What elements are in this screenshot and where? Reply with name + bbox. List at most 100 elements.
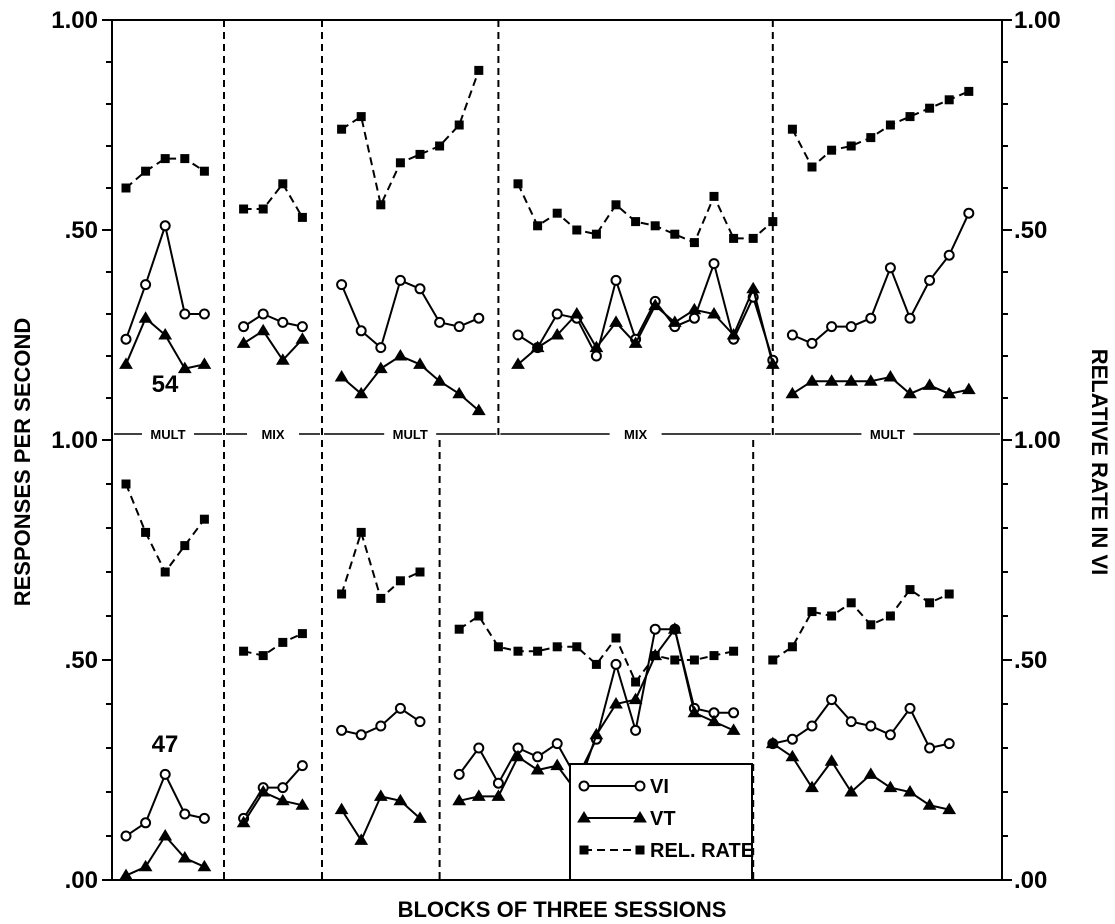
rel-rate-point [611,200,621,210]
rel-rate-point [787,124,797,134]
rel-rate-line [243,632,303,657]
rel-rate-point [376,200,386,210]
rel-rate-point [670,229,680,239]
vt-point [922,798,937,810]
rel-rate-point [689,655,699,665]
vt-point [236,336,251,348]
vi-point [845,321,857,333]
vi-point [786,329,798,341]
rel-rate-point [297,629,307,639]
legend: VI VT REL. RATE [569,763,754,881]
vi-point [336,724,348,736]
rel-rate-point [905,112,915,122]
vt-point [648,298,663,311]
rel-rate-line [125,483,206,574]
vt-point [609,697,623,709]
vt-point [413,357,427,369]
rel-rate-point [885,611,895,621]
rel-rate-point [258,651,268,661]
left-y-axis-label: RESPONSES PER SECOND [10,318,35,607]
vi-point [963,207,975,219]
vt-point [863,767,878,779]
vi-point [865,720,877,732]
vt-point [648,648,663,661]
axis-labels: BLOCKS OF THREE SESSIONS RESPONSES PER S… [10,318,1112,922]
vt-point [824,754,839,766]
rel-rate-point [846,141,856,151]
rel-rate-point [121,479,131,489]
vi-point [394,702,406,714]
rel-rate-point [611,633,621,643]
vt-point [805,374,819,386]
vi-line [125,222,205,340]
plot-border [111,19,1003,881]
vt-point [942,802,957,815]
vt-point [197,357,212,369]
vt-point [883,780,898,793]
vt-point [824,374,839,386]
vt-point [844,785,859,797]
rel-rate-point [709,651,719,661]
vt-point [354,386,369,399]
rel-rate-point [278,637,288,647]
phase-label: MIX [261,427,284,442]
vt-point [452,793,467,806]
vt-point [471,403,486,416]
vi-point [532,751,544,763]
rel-rate-point [579,845,589,855]
rel-rate-point [846,598,856,608]
vt-point [334,802,349,815]
panel-subject-54: .50 .50 1.00 1.00 MULT MIX MULT MIX MULT 54 [51,7,1060,442]
vt-point [158,829,173,841]
vt-point [577,811,591,823]
vt-point [256,323,271,336]
vt-point [922,378,937,390]
vt-point [707,714,721,727]
rel-rate-point [729,646,739,656]
rel-rate-point [533,221,543,231]
rel-rate-point [513,646,523,656]
right-y-tick-label: .00 [1014,867,1047,894]
vt-point [295,798,310,810]
vt-point [785,749,800,762]
vt-point [256,785,271,797]
right-y-tick-label: .50 [1014,217,1047,244]
rel-rate-line [341,70,480,208]
plot-frame [102,19,1012,881]
vt-point [844,374,859,386]
vi-point [394,274,406,286]
vi-line [243,312,303,328]
rel-rate-point [885,120,895,130]
rel-rate-line [517,183,774,244]
rel-rate-point [944,589,954,599]
vi-point [708,258,720,270]
vt-point [138,311,153,323]
rel-rate-line [125,157,205,189]
vi-point [296,760,308,772]
rel-rate-point [513,179,523,189]
rel-rate-point [415,567,425,577]
rel-rate-point [141,166,151,176]
vi-point [904,702,916,714]
vi-point [728,707,740,719]
vt-point [633,811,647,823]
vi-point [277,782,289,794]
vt-point [158,328,173,340]
vt-point [530,340,545,353]
vt-point [393,793,408,806]
vt-point [609,315,623,327]
rel-rate-point [474,65,484,75]
rel-rate-point [395,158,405,168]
rel-rate-point [239,204,249,214]
vi-point [473,312,485,324]
vt-point [589,727,604,740]
vi-point [924,274,936,286]
vt-line [125,834,205,877]
vt-line [517,285,774,366]
vi-point [179,808,191,820]
phase-label: MULT [150,427,185,442]
rel-rate-point [768,655,778,665]
vt-point [903,386,917,399]
vt-point [707,307,721,319]
